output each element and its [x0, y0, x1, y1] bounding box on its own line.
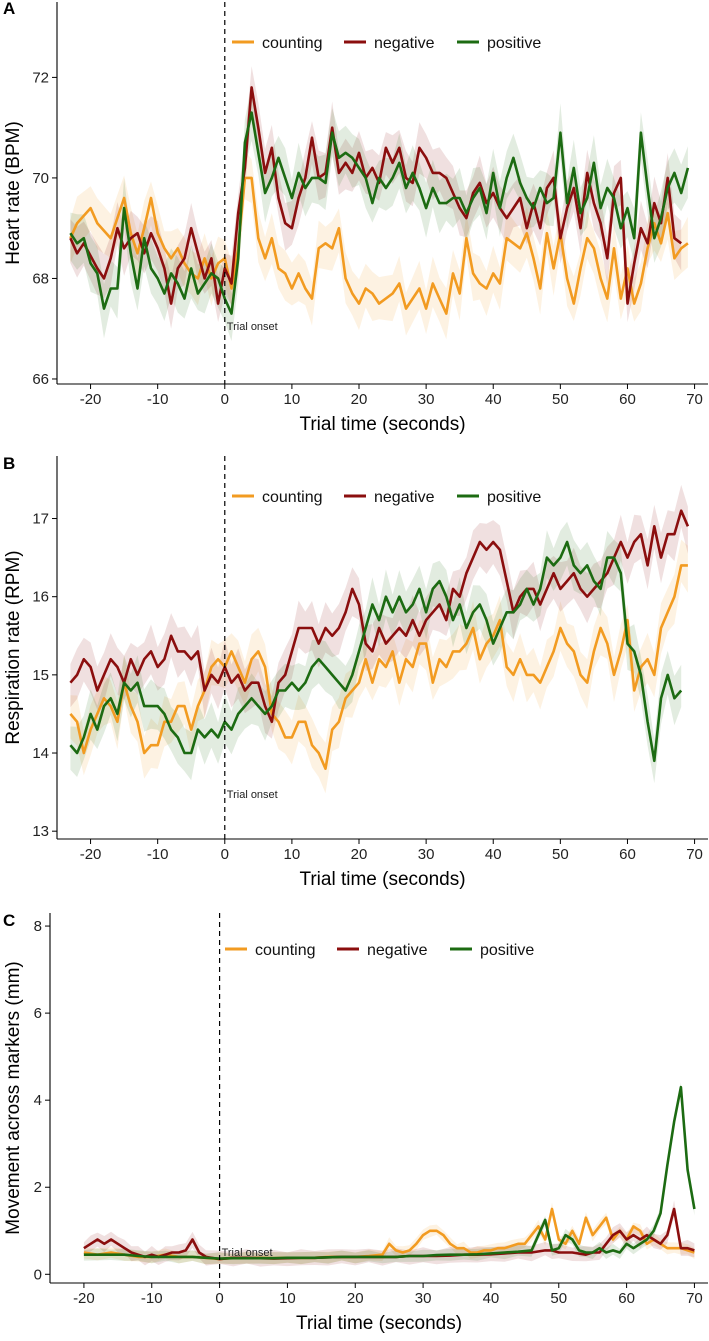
- x-axis-title: Trial time (seconds): [299, 414, 465, 435]
- legend-label-positive: positive: [487, 35, 541, 52]
- ribbon-positive: [70, 85, 688, 341]
- x-tick-label: 60: [618, 1290, 635, 1307]
- x-tick-label: 50: [552, 391, 569, 408]
- x-tick-label: 30: [418, 846, 435, 863]
- onset-annotation: Trial onset: [227, 789, 278, 801]
- x-tick-label: 50: [552, 846, 569, 863]
- ribbon-negative: [70, 66, 682, 329]
- x-tick-label: -10: [147, 846, 169, 863]
- y-tick-label: 2: [34, 1179, 42, 1196]
- x-tick-label: 40: [485, 391, 502, 408]
- series-line-negative: [69, 509, 690, 724]
- series-line-counting: [69, 176, 689, 315]
- panel-a: A -20 -10 0 10 20 30 40 50 60 70 66 68 70 72 Trial tim…: [3, 0, 708, 435]
- y-tick-label: 0: [34, 1266, 42, 1283]
- ribbon-counting: [70, 539, 688, 794]
- panel-letter-c: C: [3, 911, 15, 930]
- y-tick-label: 15: [32, 667, 49, 684]
- y-tick-label: 66: [32, 371, 49, 388]
- legend-label-counting: counting: [262, 489, 323, 506]
- x-tick-label: 10: [284, 846, 301, 863]
- y-tick-label: 8: [34, 918, 42, 935]
- y-tick-label: 17: [32, 511, 49, 528]
- legend-label-positive: positive: [480, 942, 534, 959]
- x-axis-title: Trial time (seconds): [296, 1313, 462, 1334]
- y-axis-title: Movement across markers (mm): [3, 961, 24, 1234]
- ribbon-positive: [70, 521, 682, 784]
- legend-label-negative: negative: [374, 35, 435, 52]
- y-axis-title: Respiration rate (RPM): [3, 550, 24, 744]
- y-tick-label: 6: [34, 1005, 42, 1022]
- y-tick-label: 70: [32, 170, 49, 187]
- x-tick-label: 10: [279, 1290, 296, 1307]
- y-tick-label: 72: [32, 69, 49, 86]
- series-line-counting: [69, 564, 688, 770]
- y-tick-label: 68: [32, 270, 49, 287]
- legend-label-counting: counting: [255, 942, 316, 959]
- x-tick-label: 30: [415, 1290, 432, 1307]
- legend-label-negative: negative: [367, 942, 428, 959]
- x-tick-label: -20: [73, 1290, 95, 1307]
- series-line-positive: [69, 111, 690, 315]
- x-tick-label: 0: [221, 391, 229, 408]
- x-tick-label: 20: [351, 846, 368, 863]
- onset-annotation: Trial onset: [227, 321, 278, 333]
- legend-label-counting: counting: [262, 35, 323, 52]
- x-tick-label: 40: [485, 846, 502, 863]
- x-tick-label: 70: [686, 846, 703, 863]
- x-tick-label: 40: [483, 1290, 500, 1307]
- ribbon-positive: [83, 1082, 695, 1265]
- onset-annotation: Trial onset: [222, 1247, 273, 1259]
- x-tick-label: -20: [80, 391, 102, 408]
- panel-letter-b: B: [3, 454, 15, 473]
- x-tick-label: 20: [351, 391, 368, 408]
- x-axis-title: Trial time (seconds): [299, 869, 465, 890]
- legend-label-positive: positive: [487, 489, 541, 506]
- series-line-positive: [83, 1085, 696, 1260]
- y-axis-title: Heart rate (BPM): [3, 121, 24, 265]
- series-line-positive: [69, 540, 683, 763]
- x-tick-label: -20: [80, 846, 102, 863]
- x-tick-label: 60: [619, 846, 636, 863]
- x-tick-label: 70: [686, 1290, 703, 1307]
- x-tick-label: 50: [550, 1290, 567, 1307]
- x-tick-label: 60: [619, 391, 636, 408]
- x-tick-label: 20: [347, 1290, 364, 1307]
- panel-c: C -20 -10 0 10 20 30 40 50 60 70 0 2 4 6 8 Trial time (…: [3, 911, 708, 1334]
- y-tick-label: 14: [32, 745, 49, 762]
- y-tick-label: 4: [34, 1092, 42, 1109]
- panel-letter-a: A: [3, 0, 15, 18]
- y-tick-label: 13: [32, 823, 49, 840]
- x-tick-label: -10: [147, 391, 169, 408]
- x-tick-label: 0: [221, 846, 229, 863]
- legend-label-negative: negative: [374, 489, 435, 506]
- x-tick-label: 10: [284, 391, 301, 408]
- x-tick-label: 0: [215, 1290, 223, 1307]
- x-tick-label: 30: [418, 391, 435, 408]
- y-tick-label: 16: [32, 589, 49, 606]
- x-tick-label: -10: [141, 1290, 163, 1307]
- panel-b: B -20 -10 0 10 20 30 40 50 60 70 13 14 15 16 17 Trial t…: [3, 454, 708, 890]
- x-tick-label: 70: [686, 391, 703, 408]
